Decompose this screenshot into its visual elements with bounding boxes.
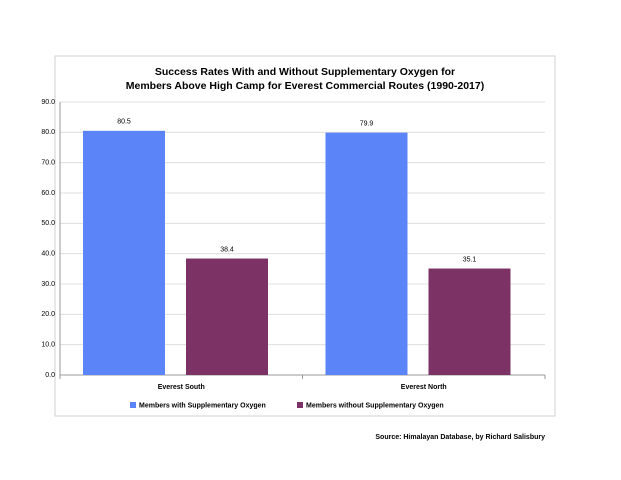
value-label: 79.9 [360,120,374,127]
y-tick-label: 70.0 [41,160,55,167]
y-tick-label: 60.0 [41,190,55,197]
value-label: 80.5 [117,119,131,126]
bar [325,132,408,375]
y-tick-label: 40.0 [41,251,55,258]
y-tick-label: 90.0 [41,99,55,106]
legend-label: Members without Supplementary Oxygen [306,402,444,409]
y-tick-label: 0.0 [45,372,55,379]
source-note: Source: Himalayan Database, by Richard S… [375,434,545,441]
legend-label: Members with Supplementary Oxygen [139,402,266,409]
x-tick-label: Everest North [401,384,447,391]
bar [186,258,268,375]
x-tick-label: Everest South [158,384,205,391]
bar [428,268,511,375]
y-tick-label: 30.0 [41,281,55,288]
y-tick-label: 20.0 [41,311,55,318]
y-tick-label: 50.0 [41,220,55,227]
y-tick-label: 10.0 [41,342,55,349]
value-label: 38.4 [220,246,234,253]
legend-swatch [297,402,303,408]
legend-swatch [130,402,136,408]
chart-title: Members Above High Camp for Everest Comm… [126,80,484,92]
y-tick-label: 80.0 [41,129,55,136]
value-label: 35.1 [463,256,477,263]
chart-title: Success Rates With and Without Supplemen… [155,66,455,78]
bar [83,130,165,375]
